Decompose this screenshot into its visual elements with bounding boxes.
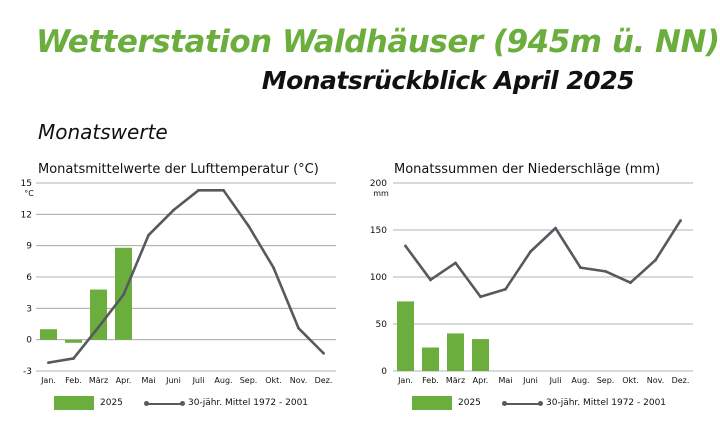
legend-swatch-bar (54, 396, 94, 410)
x-tick-label: Dez. (672, 376, 690, 385)
x-tick-label: Dez. (315, 376, 333, 385)
line-point (172, 208, 175, 212)
x-tick-label: Juni (522, 376, 538, 385)
line-point (679, 219, 682, 223)
legend-line-dot (502, 401, 507, 406)
section-heading: Monatswerte (38, 120, 168, 144)
bar (397, 301, 414, 371)
x-tick-label: Apr. (473, 376, 489, 385)
series-line (404, 219, 682, 299)
line-point (322, 351, 325, 355)
x-tick-label: Mai (141, 376, 155, 385)
legend-line-dot (538, 401, 543, 406)
line-point (72, 357, 75, 360)
line-point (504, 287, 507, 291)
x-tick-label: Mai (498, 376, 512, 385)
x-tick-label: Aug. (571, 376, 589, 385)
line-point (147, 233, 150, 237)
bar (447, 333, 464, 371)
page-subtitle: Monatsrückblick April 2025 (261, 66, 635, 95)
line-point (222, 188, 225, 192)
x-tick-label: Juli (549, 376, 562, 385)
line-point (479, 295, 482, 299)
y-tick-label: 0 (381, 367, 387, 377)
y-tick-label: 50 (376, 320, 388, 330)
bar (65, 339, 82, 343)
bar (472, 339, 489, 371)
line-point (654, 258, 657, 262)
y-axis-unit: °C (24, 189, 34, 198)
line-point (247, 224, 250, 228)
x-tick-label: Sep. (240, 376, 258, 385)
bar (422, 347, 439, 371)
y-tick-label: 3 (26, 304, 32, 314)
line-point (197, 188, 200, 192)
bar (40, 329, 57, 340)
y-tick-label: 100 (370, 273, 387, 283)
line-point (97, 325, 100, 329)
y-tick-label: 9 (26, 242, 32, 252)
x-tick-label: Aug. (214, 376, 232, 385)
line-point (404, 244, 407, 248)
line-point (429, 278, 432, 282)
legend-swatch-line (146, 403, 182, 405)
x-tick-label: Sep. (597, 376, 615, 385)
x-tick-label: Juni (165, 376, 181, 385)
legend-line-dot (144, 401, 149, 406)
line-point (529, 250, 532, 254)
x-tick-label: Feb. (65, 376, 82, 385)
y-tick-label: 150 (370, 226, 387, 236)
line-point (454, 261, 457, 265)
y-tick-label: 200 (370, 179, 387, 189)
temperature-chart-title: Monatsmittelwerte der Lufttemperatur (°C… (38, 162, 319, 177)
x-tick-label: Feb. (422, 376, 439, 385)
line-point (604, 269, 607, 273)
y-tick-label: -3 (23, 367, 32, 377)
y-tick-label: 0 (26, 336, 32, 346)
x-tick-label: Okt. (265, 376, 282, 385)
bar (90, 289, 107, 340)
x-tick-label: März (446, 376, 465, 385)
page-title: Wetterstation Waldhäuser (945m ü. NN) (36, 24, 720, 60)
line-point (272, 266, 275, 269)
line-point (579, 266, 582, 269)
legend-label-bar: 2025 (458, 398, 481, 408)
legend-swatch-bar (412, 396, 452, 410)
legend-swatch-line (504, 403, 540, 405)
line-point (554, 226, 557, 230)
y-tick-label: 12 (21, 210, 32, 220)
legend-label-bar: 2025 (100, 398, 123, 408)
x-tick-label: Jan. (40, 376, 56, 385)
line-point (122, 293, 125, 297)
legend-label-line: 30-jähr. Mittel 1972 - 2001 (188, 398, 309, 408)
series-line (47, 189, 325, 364)
x-tick-label: Jan. (397, 376, 413, 385)
line-point (47, 361, 50, 365)
legend-line-dot (180, 401, 185, 406)
legend-label-line: 30-jähr. Mittel 1972 - 2001 (546, 398, 667, 408)
x-tick-label: Nov. (647, 376, 665, 385)
x-tick-label: Juli (192, 376, 205, 385)
x-tick-label: März (89, 376, 108, 385)
x-tick-label: Okt. (622, 376, 639, 385)
x-tick-label: Apr. (116, 376, 132, 385)
y-axis-unit: mm (373, 189, 389, 198)
line-point (629, 281, 632, 285)
y-tick-label: 6 (26, 273, 32, 283)
y-tick-label: 15 (21, 179, 32, 189)
x-tick-label: Nov. (290, 376, 308, 385)
line-point (297, 326, 300, 330)
precipitation-chart-title: Monatssummen der Niederschläge (mm) (394, 162, 661, 177)
